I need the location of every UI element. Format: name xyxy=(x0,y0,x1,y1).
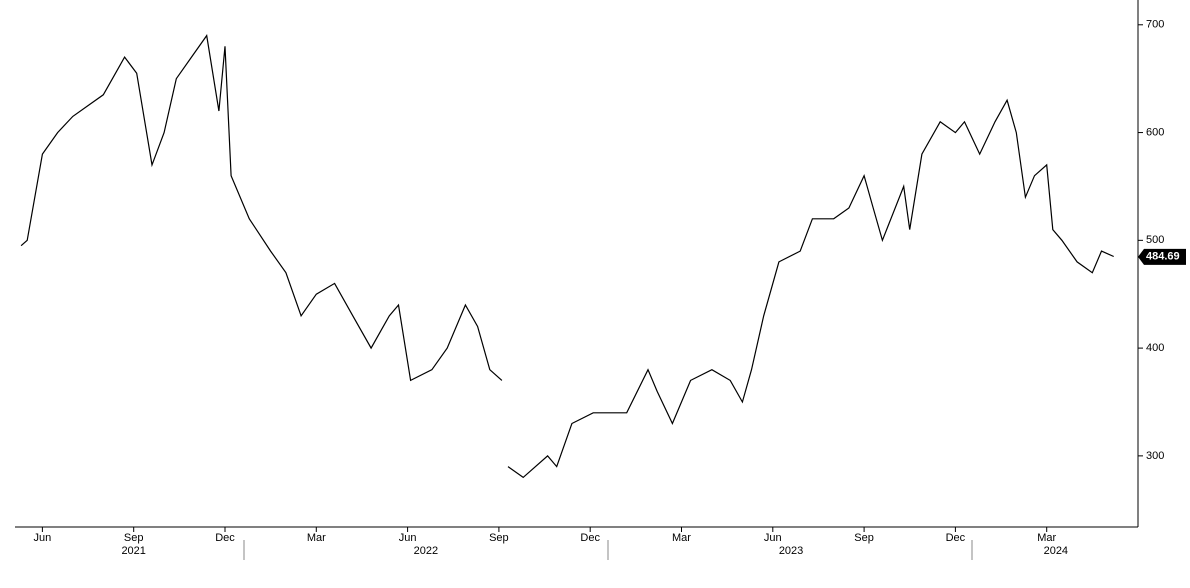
x-tick-label: Jun xyxy=(399,532,417,544)
price-line xyxy=(20,34,1114,479)
year-label: 2024 xyxy=(1044,545,1068,557)
x-tick-label: Jun xyxy=(764,532,782,544)
last-value-tag xyxy=(1138,248,1186,265)
x-tick-label: Mar xyxy=(1037,532,1056,544)
x-tick-label: Dec xyxy=(215,532,235,544)
y-tick-label: 300 xyxy=(1146,450,1164,462)
x-tick-label: Mar xyxy=(307,532,326,544)
y-tick-label: 600 xyxy=(1146,126,1164,138)
x-tick-label: Sep xyxy=(124,532,144,544)
year-label: 2023 xyxy=(779,545,803,557)
x-tick-label: Dec xyxy=(580,532,600,544)
x-tick-label: Jun xyxy=(34,532,52,544)
x-tick-label: Sep xyxy=(489,532,509,544)
x-tick-label: Dec xyxy=(946,532,966,544)
x-tick-label: Sep xyxy=(854,532,874,544)
y-tick-label: 700 xyxy=(1146,19,1164,31)
x-tick-label: Mar xyxy=(672,532,691,544)
y-tick-label: 400 xyxy=(1146,342,1164,354)
year-label: 2022 xyxy=(414,545,438,557)
last-value-label: 484.69 xyxy=(1146,251,1180,263)
year-label: 2021 xyxy=(121,545,145,557)
y-tick-label: 500 xyxy=(1146,234,1164,246)
